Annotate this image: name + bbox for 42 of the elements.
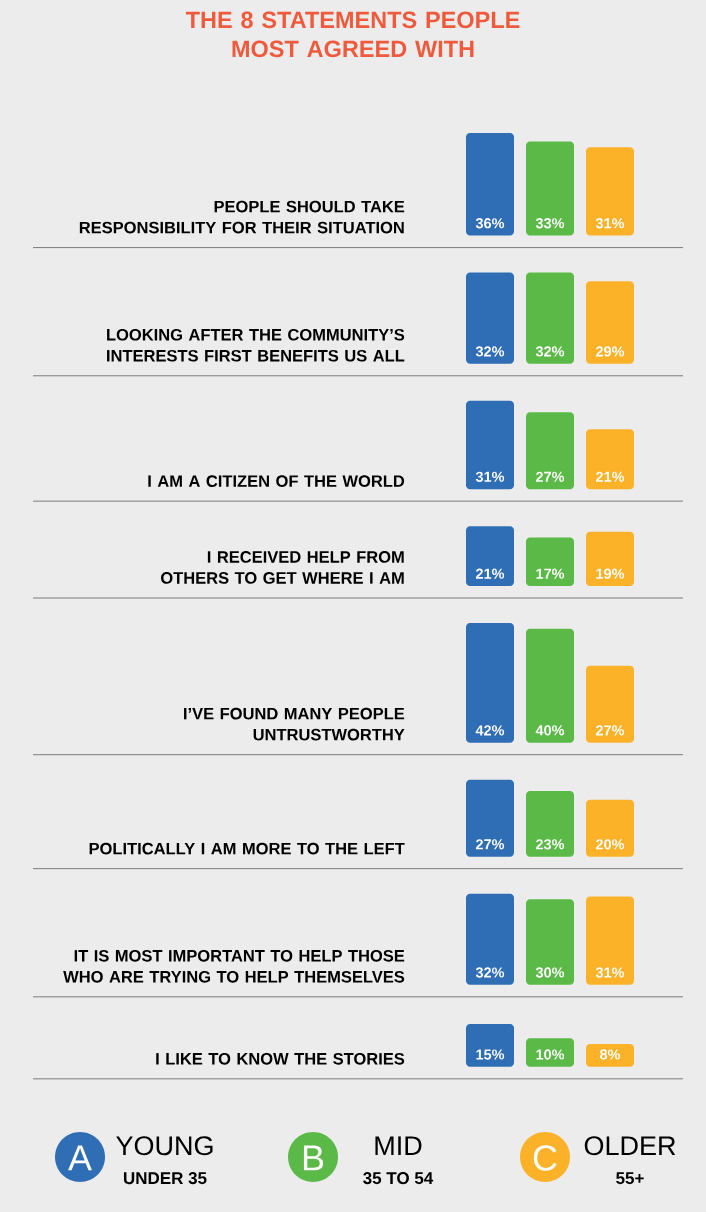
data-label: 21%	[475, 568, 505, 579]
data-label: 32%	[475, 967, 505, 978]
data-label: 40%	[535, 725, 565, 736]
data-label: 19%	[596, 568, 625, 579]
legend-label: MID	[375, 1136, 422, 1155]
data-label: 27%	[475, 839, 505, 850]
data-label: 31%	[475, 471, 505, 482]
legend-label: YOUNG	[116, 1136, 213, 1156]
y-axis-title: I’VE FOUND MANY PEOPLE UNTRUSTWORTHY	[184, 707, 405, 741]
text: B	[303, 1145, 324, 1171]
data-label: 27%	[595, 725, 625, 736]
data-label: 32%	[535, 346, 565, 357]
data-label: 21%	[595, 471, 625, 482]
text: 55+	[616, 1172, 644, 1185]
y-axis-title: I RECEIVED HELP FROM OTHERS TO GET WHERE I AM	[161, 551, 404, 584]
y-axis-title: PEOPLE SHOULD TAKE RESPONSIBILITY FOR THEIR SITUATION	[79, 200, 405, 234]
data-label: 36%	[475, 218, 505, 229]
legend-label: OLDER	[584, 1136, 676, 1156]
data-label: 17%	[536, 568, 565, 579]
y-axis-title: I AM A CITIZEN OF THE WORLD	[148, 475, 405, 487]
data-label: 27%	[535, 471, 565, 482]
data-label: 29%	[595, 346, 625, 357]
data-label: 23%	[535, 839, 565, 850]
chart-title: THE 8 STATEMENTS PEOPLE MOST AGREED WITH	[185, 11, 520, 58]
y-axis-title: LOOKING AFTER THE COMMUNITY’S INTERESTS FIRST BENEFITS US ALL	[107, 328, 405, 362]
data-label: 15%	[476, 1049, 505, 1060]
data-label: 33%	[535, 218, 565, 229]
data-label: 31%	[595, 218, 625, 229]
text: C	[533, 1145, 557, 1171]
data-label: 10%	[536, 1049, 565, 1060]
text: A	[68, 1145, 92, 1171]
data-label: 31%	[595, 967, 625, 978]
data-label: 30%	[535, 967, 565, 978]
data-label: 20%	[595, 839, 625, 850]
data-label: 42%	[475, 725, 505, 736]
text: UNDER 35	[123, 1172, 207, 1185]
y-axis-title: POLITICALLY I AM MORE TO THE LEFT	[89, 842, 405, 855]
text: 35 TO 54	[363, 1172, 434, 1185]
y-axis-title: I LIKE TO KNOW THE STORIES	[156, 1052, 405, 1065]
data-label: 8%	[599, 1049, 621, 1060]
data-label: 32%	[475, 346, 505, 357]
y-axis-title: IT IS MOST IMPORTANT TO HELP THOSE WHO ARE TRYING TO HELP THEMSELVES	[63, 949, 405, 983]
